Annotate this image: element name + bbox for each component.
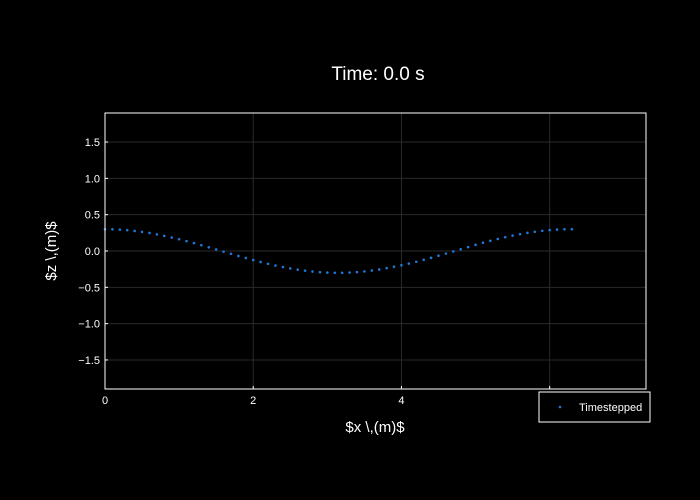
data-point	[326, 271, 329, 274]
y-axis-title: $z \,(m)$	[43, 221, 60, 281]
data-point	[570, 227, 574, 231]
data-point	[251, 258, 255, 262]
data-point	[333, 271, 337, 275]
data-point	[162, 234, 166, 238]
y-tick-label: 1.5	[85, 137, 100, 149]
data-point	[407, 262, 411, 265]
x-axis-title: $x \,(m)$	[345, 419, 405, 436]
data-point	[318, 270, 322, 274]
data-point	[111, 227, 114, 231]
data-point	[377, 268, 381, 271]
data-point	[140, 230, 144, 234]
legend-box	[538, 391, 651, 423]
data-point	[229, 252, 233, 256]
data-point	[429, 256, 433, 260]
data-point	[444, 252, 448, 255]
data-point	[370, 269, 374, 272]
data-point	[155, 233, 159, 236]
data-point	[355, 270, 359, 274]
x-tick-label: 2	[250, 395, 256, 407]
data-point	[274, 264, 277, 267]
data-point	[148, 231, 151, 235]
data-point	[192, 241, 196, 245]
y-tick-label: 0.5	[85, 210, 100, 222]
data-point	[244, 256, 248, 260]
data-point	[281, 265, 285, 269]
y-tick-label: −0.5	[78, 282, 100, 294]
series-timestepped	[103, 227, 574, 275]
data-point	[466, 245, 470, 249]
data-point	[207, 245, 211, 249]
data-point	[414, 260, 418, 264]
data-point	[125, 228, 129, 232]
data-point	[452, 250, 455, 253]
data-point	[303, 269, 307, 272]
data-point	[214, 248, 218, 251]
data-point	[533, 230, 537, 234]
data-point	[518, 232, 522, 236]
grid	[104, 113, 646, 389]
data-point	[548, 228, 551, 232]
data-point	[400, 263, 403, 267]
y-tick-label: −1.0	[78, 319, 100, 331]
y-axis-ticks: −1.5 −1.0 −0.5 0.0 0.5 1.0 1.5	[78, 137, 108, 367]
data-point	[133, 229, 136, 233]
data-point	[511, 234, 514, 237]
data-point	[296, 268, 299, 271]
legend-marker	[558, 405, 562, 409]
data-point	[311, 270, 314, 273]
data-point	[459, 247, 463, 251]
x-tick-label: 4	[398, 395, 404, 407]
data-point	[555, 228, 559, 231]
y-tick-label: 0.0	[85, 246, 100, 258]
data-point	[200, 243, 203, 247]
data-point	[177, 237, 181, 241]
data-point	[474, 243, 477, 247]
y-tick-label: 1.0	[85, 173, 100, 185]
data-point	[288, 267, 292, 270]
data-point	[259, 260, 262, 264]
data-point	[496, 237, 500, 241]
x-tick-label: 0	[102, 395, 108, 407]
y-tick-label: −1.5	[78, 355, 100, 367]
data-point	[170, 236, 173, 239]
chart-title: Time: 0.0 s	[331, 64, 424, 85]
data-point	[222, 250, 225, 253]
data-point	[489, 239, 492, 243]
data-point	[503, 235, 507, 239]
data-point	[385, 266, 388, 270]
data-point	[363, 270, 366, 273]
data-point	[540, 229, 544, 233]
data-point	[437, 254, 440, 258]
data-point	[237, 254, 240, 258]
data-point	[563, 227, 566, 231]
legend-label: Timestepped	[579, 402, 642, 414]
data-point	[340, 271, 344, 275]
data-point	[266, 262, 270, 266]
legend: Timestepped	[538, 391, 651, 423]
data-point	[348, 271, 351, 274]
data-point	[481, 241, 485, 245]
data-point	[118, 228, 122, 231]
data-point	[185, 239, 188, 243]
data-point	[526, 231, 529, 235]
data-point	[392, 265, 396, 268]
data-point	[422, 258, 425, 262]
